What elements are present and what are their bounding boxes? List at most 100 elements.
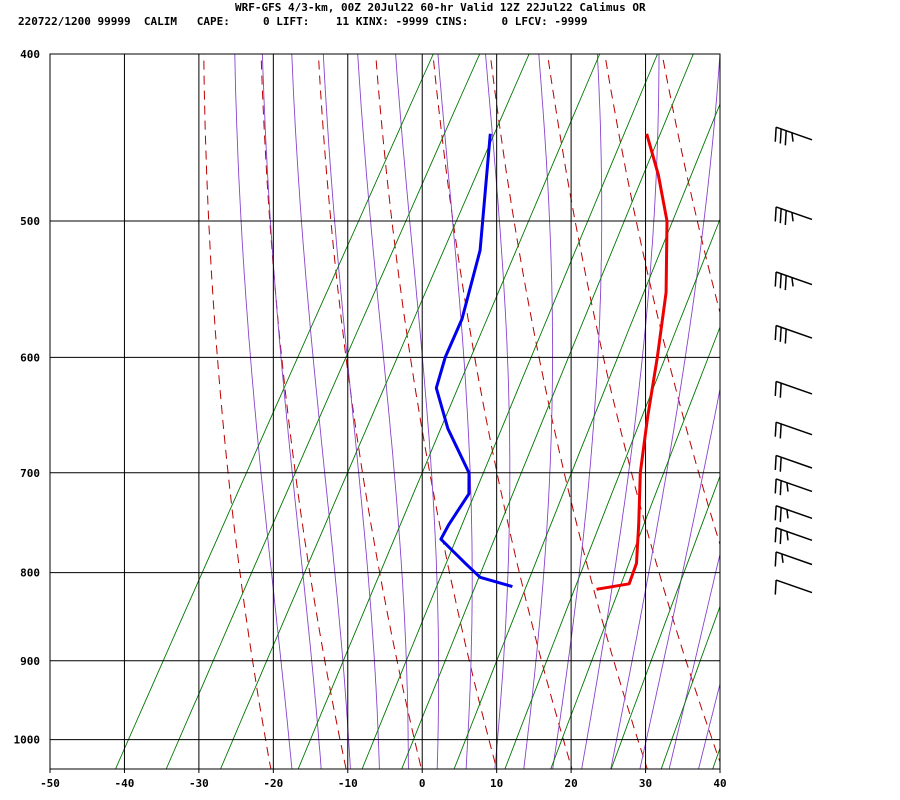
sounding-indices: 220722/1200 99999 CALIM CAPE: 0 LIFT: 11… — [18, 15, 588, 28]
moist-adiabat — [437, 54, 473, 769]
mixing-ratio-line — [220, 54, 530, 769]
barb-feather — [784, 328, 787, 344]
moist-adiabat — [639, 386, 720, 769]
moist-adiabat — [485, 54, 511, 769]
barb-feather — [774, 422, 777, 437]
barb-feather — [784, 275, 787, 291]
moist-adiabat — [610, 54, 720, 769]
dewpoint-line — [434, 133, 513, 589]
mixing-ratio-line — [401, 54, 694, 769]
barb-feather — [774, 381, 777, 396]
barb-feather — [774, 579, 777, 595]
barb-feather — [779, 128, 782, 144]
dry-adiabat — [546, 54, 720, 764]
barb-feather — [774, 455, 777, 471]
barb-feather — [779, 208, 782, 224]
wind-barb — [774, 126, 813, 146]
barb-shaft — [775, 206, 813, 221]
wind-barb — [774, 551, 813, 567]
barb-feather — [786, 509, 789, 519]
y-tick-label: 1000 — [14, 734, 41, 747]
wind-barb — [774, 505, 813, 523]
y-tick-labels: 400 500 600 700 800 900 1000 — [14, 48, 41, 747]
thermodynamic-background — [115, 0, 900, 784]
moist-adiabat — [698, 682, 720, 769]
x-tick-label: -20 — [263, 777, 283, 790]
barb-shaft — [775, 505, 813, 520]
dry-adiabat — [317, 54, 422, 769]
moist-adiabat — [668, 552, 720, 769]
barb-feather — [779, 480, 782, 496]
mixing-ratio-line — [361, 54, 658, 769]
barb-feather — [774, 206, 777, 222]
barb-feather — [779, 457, 782, 472]
sounding-profiles — [434, 133, 669, 591]
barb-shaft — [775, 271, 813, 286]
mixing-ratio-line — [504, 218, 720, 769]
wind-barb — [774, 206, 813, 225]
barb-shaft — [775, 324, 813, 339]
barb-shaft — [775, 579, 813, 594]
barb-shaft — [775, 421, 813, 436]
mixing-ratio-line — [165, 54, 481, 769]
barb-shaft — [775, 527, 813, 542]
barb-feather — [774, 551, 777, 567]
barb-feather — [779, 273, 782, 289]
x-tick-label: 10 — [490, 777, 503, 790]
x-tick-label: -10 — [338, 777, 358, 790]
barb-feather — [774, 505, 777, 521]
dry-adiabat — [203, 54, 272, 769]
barb-feather — [779, 529, 782, 545]
barb-feather — [791, 212, 794, 222]
moist-adiabat — [581, 54, 660, 769]
barb-feather — [774, 325, 777, 341]
barb-shaft — [775, 380, 813, 395]
mixing-ratio-line — [660, 605, 720, 769]
mixing-ratio-line — [550, 325, 720, 769]
wind-barb — [774, 579, 813, 595]
y-tick-label: 400 — [20, 48, 40, 61]
moist-adiabat — [395, 54, 440, 769]
barb-feather — [779, 383, 782, 398]
x-tick-label: -30 — [189, 777, 209, 790]
x-tick-label: -50 — [40, 777, 60, 790]
moist-adiabat — [523, 54, 554, 769]
wind-barb — [774, 421, 813, 439]
dry-adiabat — [661, 54, 720, 315]
x-tick-label: 30 — [639, 777, 652, 790]
barb-feather — [779, 423, 782, 439]
barb-feather — [786, 531, 789, 541]
moist-adiabat — [724, 0, 900, 783]
barb-feather — [791, 132, 794, 142]
x-tick-label: -40 — [115, 777, 135, 790]
dry-adiabat — [604, 54, 720, 547]
dry-adiabat — [260, 54, 347, 769]
barb-feather — [779, 507, 782, 523]
dry-adiabat — [375, 54, 498, 769]
dry-adiabat — [825, 16, 900, 784]
dry-adiabat — [718, 54, 720, 60]
barb-feather — [784, 130, 787, 146]
wind-barb — [774, 527, 813, 545]
y-tick-label: 500 — [20, 215, 40, 228]
barb-feather — [784, 210, 787, 225]
x-tick-label: 20 — [564, 777, 577, 790]
wind-barb — [774, 380, 813, 398]
wind-barb — [774, 324, 813, 344]
mixing-ratio-line — [453, 102, 720, 769]
barb-feather — [774, 478, 777, 494]
moist-adiabat — [552, 54, 603, 769]
dry-adiabat — [489, 54, 648, 769]
mixing-ratio-line — [297, 54, 601, 769]
moist-adiabat — [261, 54, 322, 769]
barb-feather — [774, 127, 777, 142]
mixing-ratio-line — [610, 474, 720, 769]
barb-shaft — [775, 551, 813, 566]
barb-shaft — [775, 126, 813, 141]
barb-feather — [779, 327, 782, 342]
moist-adiabat — [234, 54, 293, 769]
barb-shaft — [775, 454, 813, 469]
barb-feather — [774, 527, 777, 543]
barb-feather — [774, 271, 777, 287]
y-tick-label: 600 — [20, 351, 40, 364]
